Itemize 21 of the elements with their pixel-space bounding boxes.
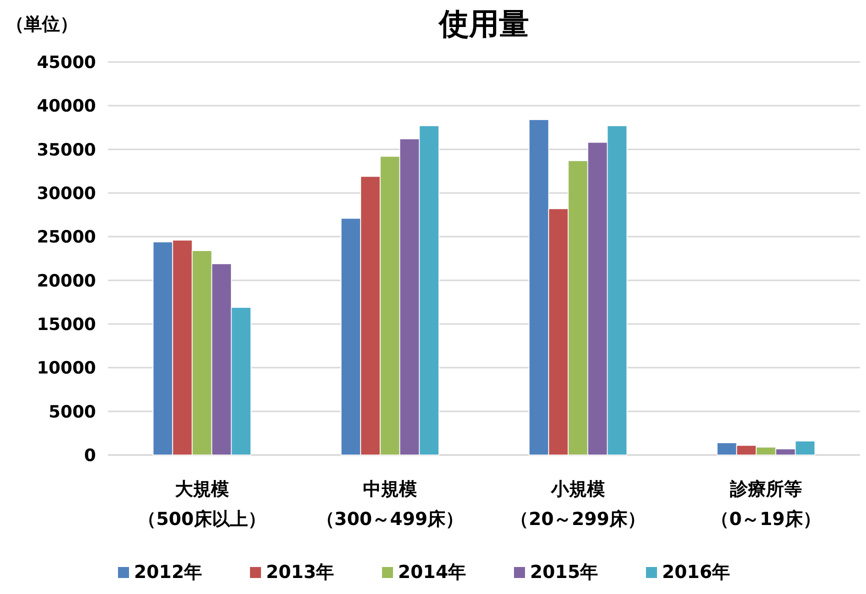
y-tick-label: 40000 [36, 96, 96, 117]
y-axis-title: （単位） [6, 14, 78, 35]
x-tick-label: 大規模（500床以上） [138, 479, 266, 530]
y-tick-label: 20000 [36, 271, 96, 292]
y-tick-label: 25000 [36, 228, 96, 248]
y-tick-label: 35000 [36, 140, 96, 160]
y-tick-label: 0 [84, 446, 96, 466]
legend-label: 2013年 [266, 562, 334, 583]
y-tick-label: 30000 [36, 184, 96, 204]
y-tick-label: 15000 [36, 315, 96, 335]
legend-label: 2015年 [530, 562, 598, 583]
legend-label: 2012年 [134, 562, 202, 583]
y-tick-label: 10000 [36, 358, 96, 379]
x-tick-label: 小規模（20～299床） [510, 479, 646, 530]
x-tick-label: 診療所等（0～19床） [711, 479, 821, 530]
x-tick-label: 中規模（300～499床） [316, 479, 464, 530]
y-tick-label: 45000 [36, 53, 96, 73]
chart-title: 使用量 [438, 7, 529, 42]
y-tick-label: 5000 [48, 402, 96, 422]
legend-label: 2014年 [398, 562, 466, 583]
legend-label: 2016年 [662, 562, 730, 583]
